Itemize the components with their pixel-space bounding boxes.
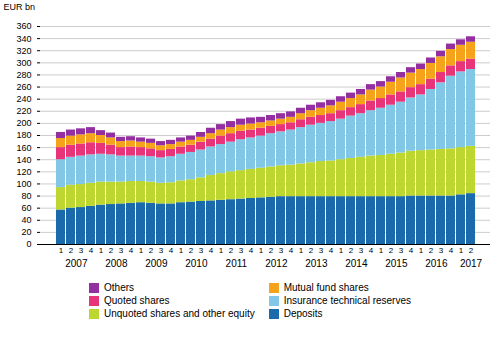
svg-text:2014: 2014 — [345, 258, 368, 269]
svg-text:20: 20 — [21, 227, 31, 237]
svg-text:2: 2 — [429, 246, 434, 255]
svg-text:1: 1 — [219, 246, 224, 255]
svg-text:2: 2 — [309, 246, 314, 255]
svg-text:2: 2 — [189, 246, 194, 255]
svg-text:1: 1 — [379, 246, 384, 255]
svg-text:3: 3 — [319, 246, 324, 255]
svg-text:0: 0 — [26, 239, 31, 249]
html-text:Insurance technical reserves: Insurance technical reserves — [283, 295, 411, 306]
svg-text:3: 3 — [79, 246, 84, 255]
svg-text:2: 2 — [109, 246, 114, 255]
svg-text:4: 4 — [129, 246, 134, 255]
svg-text:1: 1 — [459, 246, 464, 255]
svg-text:4: 4 — [409, 246, 414, 255]
svg-text:4: 4 — [89, 246, 94, 255]
svg-text:140: 140 — [16, 155, 31, 165]
svg-text:1: 1 — [339, 246, 344, 255]
svg-text:4: 4 — [449, 246, 454, 255]
svg-text:120: 120 — [16, 167, 31, 177]
svg-text:40: 40 — [21, 215, 31, 225]
svg-text:2012: 2012 — [265, 258, 288, 269]
svg-text:100: 100 — [16, 179, 31, 189]
svg-text:4: 4 — [289, 246, 294, 255]
svg-text:1: 1 — [179, 246, 184, 255]
svg-text:2: 2 — [469, 246, 474, 255]
svg-text:3: 3 — [399, 246, 404, 255]
svg-text:240: 240 — [16, 94, 31, 104]
svg-text:3: 3 — [359, 246, 364, 255]
svg-text:1: 1 — [299, 246, 304, 255]
svg-text:2: 2 — [389, 246, 394, 255]
svg-text:3: 3 — [439, 246, 444, 255]
svg-text:2: 2 — [229, 246, 234, 255]
svg-text:60: 60 — [21, 203, 31, 213]
svg-text:3: 3 — [239, 246, 244, 255]
svg-text:2: 2 — [69, 246, 74, 255]
svg-text:3: 3 — [199, 246, 204, 255]
html-text:Mutual fund shares: Mutual fund shares — [283, 282, 369, 293]
svg-text:3: 3 — [159, 246, 164, 255]
svg-text:160: 160 — [16, 142, 31, 152]
svg-text:3: 3 — [279, 246, 284, 255]
html-text:Unquoted shares and other equi: Unquoted shares and other equity — [104, 308, 255, 319]
svg-text:4: 4 — [169, 246, 174, 255]
svg-text:2009: 2009 — [145, 258, 168, 269]
svg-text:360: 360 — [16, 21, 31, 31]
svg-text:2: 2 — [149, 246, 154, 255]
svg-text:EUR bn: EUR bn — [4, 2, 36, 12]
html-text:Others: Others — [104, 282, 134, 293]
svg-text:4: 4 — [249, 246, 254, 255]
svg-text:300: 300 — [16, 58, 31, 68]
svg-text:1: 1 — [259, 246, 264, 255]
svg-text:1: 1 — [139, 246, 144, 255]
svg-text:2016: 2016 — [425, 258, 448, 269]
html-text:Deposits: Deposits — [283, 308, 323, 319]
svg-text:1: 1 — [419, 246, 424, 255]
svg-text:1: 1 — [59, 246, 64, 255]
svg-text:4: 4 — [369, 246, 374, 255]
svg-text:180: 180 — [16, 130, 31, 140]
svg-text:1: 1 — [99, 246, 104, 255]
svg-text:4: 4 — [329, 246, 334, 255]
svg-text:2010: 2010 — [185, 258, 208, 269]
svg-text:2007: 2007 — [65, 258, 88, 269]
svg-text:280: 280 — [16, 70, 31, 80]
svg-text:2008: 2008 — [105, 258, 128, 269]
svg-text:200: 200 — [16, 118, 31, 128]
svg-text:4: 4 — [209, 246, 214, 255]
svg-text:2011: 2011 — [226, 258, 248, 269]
svg-text:220: 220 — [16, 106, 31, 116]
svg-text:2015: 2015 — [385, 258, 408, 269]
svg-text:2017: 2017 — [460, 258, 483, 269]
html-text:Quoted shares: Quoted shares — [104, 295, 170, 306]
svg-text:2013: 2013 — [305, 258, 328, 269]
svg-text:80: 80 — [21, 191, 31, 201]
svg-text:3: 3 — [119, 246, 124, 255]
svg-text:340: 340 — [16, 33, 31, 43]
svg-text:320: 320 — [16, 46, 31, 56]
svg-text:260: 260 — [16, 82, 31, 92]
svg-text:2: 2 — [269, 246, 274, 255]
svg-text:2: 2 — [349, 246, 354, 255]
